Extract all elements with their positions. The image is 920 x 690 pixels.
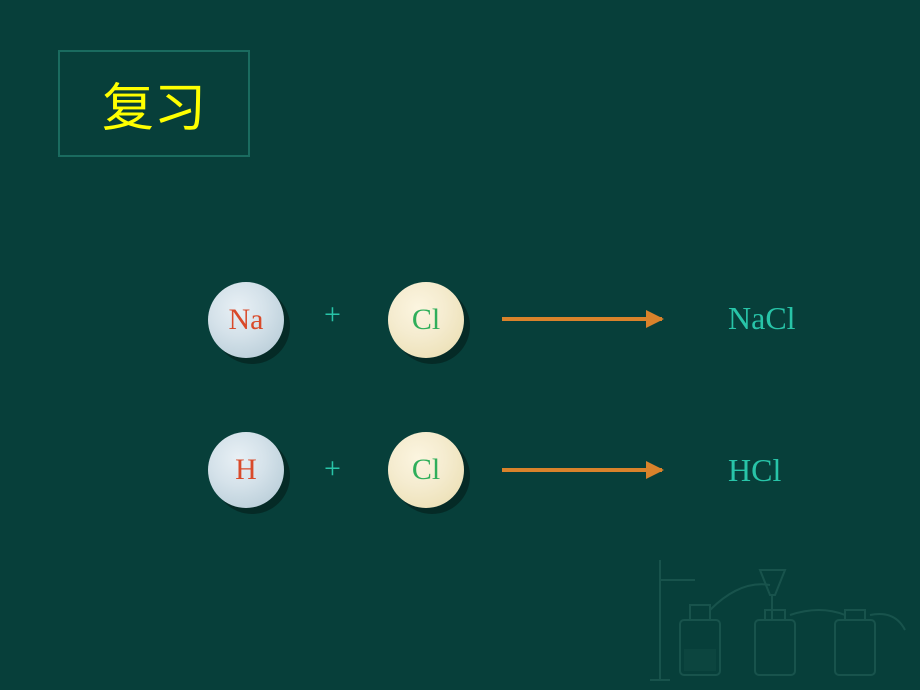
- plus-sign: +: [324, 452, 341, 486]
- atom-label: Cl: [412, 453, 440, 487]
- apparatus-watermark: [640, 510, 920, 690]
- atom-chlorine: Cl: [388, 432, 464, 508]
- reaction-arrow: [502, 317, 662, 321]
- product-label: HCl: [728, 452, 781, 489]
- atom-label: Cl: [412, 303, 440, 337]
- atom-sodium: Na: [208, 282, 284, 358]
- atom-hydrogen: H: [208, 432, 284, 508]
- atom-label: Na: [229, 303, 264, 337]
- product-label: NaCl: [728, 300, 796, 337]
- plus-sign: +: [324, 298, 341, 332]
- atom-chlorine: Cl: [388, 282, 464, 358]
- reaction-arrow: [502, 468, 662, 472]
- title-box: 复习: [58, 50, 250, 157]
- atom-label: H: [235, 453, 257, 487]
- title-text: 复习: [102, 81, 206, 138]
